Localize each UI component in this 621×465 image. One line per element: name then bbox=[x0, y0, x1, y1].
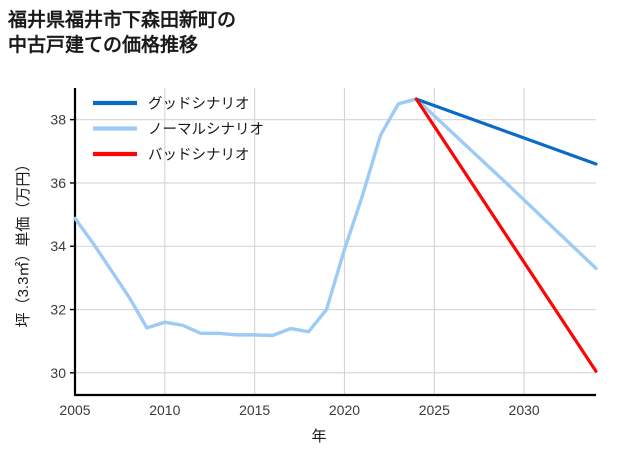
y-tick-label: 32 bbox=[50, 302, 66, 318]
x-tick-label: 2010 bbox=[149, 402, 180, 418]
legend-label-2: バッドシナリオ bbox=[148, 148, 250, 164]
y-tick-label: 30 bbox=[50, 365, 66, 381]
x-tick-label: 2015 bbox=[239, 402, 270, 418]
chart-title-line1: 福井県福井市下森田新町の bbox=[8, 10, 237, 31]
legend-label-1: ノーマルシナリオ bbox=[148, 122, 264, 138]
gridlines-horizontal bbox=[75, 119, 596, 374]
chart-title-line2: 中古戸建ての価格推移 bbox=[8, 35, 199, 57]
series-line-bad bbox=[414, 97, 598, 373]
x-axis-label: 年 bbox=[311, 428, 326, 445]
x-tick-label: 2020 bbox=[329, 402, 360, 418]
legend-label-0: グッドシナリオ bbox=[148, 96, 250, 113]
y-axis-label: 坪（3.3㎡）単価（万円） bbox=[15, 157, 32, 328]
x-tick-labels: 2005 2010 2015 2020 2025 2030 bbox=[59, 402, 539, 418]
series-line-good bbox=[414, 97, 598, 166]
y-tick-labels: 30 32 34 36 38 bbox=[50, 112, 75, 381]
chart-title: 福井県福井市下森田新町の 中古戸建ての価格推移 bbox=[8, 8, 488, 58]
series-line-normal bbox=[73, 97, 598, 338]
x-tick-label: 2025 bbox=[419, 402, 450, 418]
y-tick-label: 36 bbox=[50, 175, 66, 191]
y-tick-label: 38 bbox=[50, 112, 66, 128]
x-tick-label: 2005 bbox=[59, 402, 90, 418]
series-group bbox=[73, 97, 598, 373]
y-tick-label: 34 bbox=[50, 238, 66, 254]
x-tick-label: 2030 bbox=[509, 402, 540, 418]
